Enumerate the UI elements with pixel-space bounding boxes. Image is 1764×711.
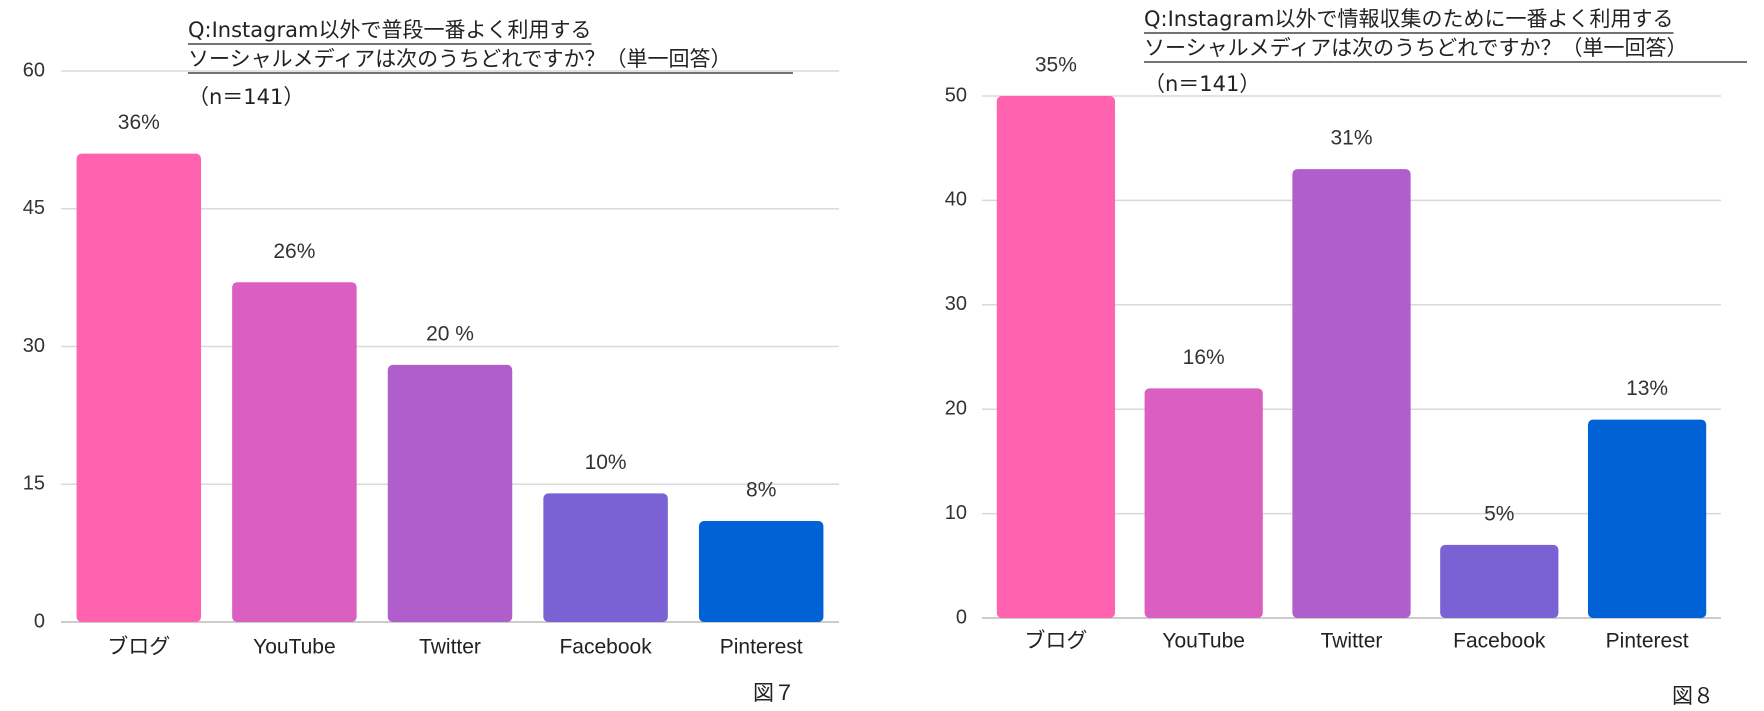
y-tick-label: 20 [945, 397, 967, 419]
bar [1440, 544, 1559, 618]
y-tick-label: 50 [945, 84, 967, 106]
chart-subtitle: （n＝141） [1144, 72, 1260, 96]
y-tick-label: 0 [34, 610, 45, 632]
data-label: 35% [1035, 54, 1077, 77]
y-tick-label: 40 [945, 189, 967, 211]
bar [698, 520, 824, 622]
x-tick-label: ブログ [1024, 630, 1087, 653]
chart-subtitle: （n＝141） [188, 85, 304, 109]
x-tick-label: Facebook [1453, 630, 1546, 653]
x-tick-label: Pinterest [720, 636, 803, 659]
x-tick-label: YouTube [253, 636, 336, 659]
bar [1292, 169, 1411, 618]
x-tick-label: ブログ [107, 636, 170, 659]
y-tick-label: 0 [956, 606, 967, 628]
y-tick-label: 60 [23, 59, 45, 81]
data-label: 16% [1183, 346, 1225, 369]
bar [1587, 419, 1707, 618]
data-label: 26% [273, 240, 315, 263]
data-label: 20 % [426, 322, 474, 345]
x-tick-label: Twitter [419, 636, 481, 659]
data-label: 8% [746, 479, 776, 502]
chart-title: Q:Instagram以外で情報収集のために一番よく利用する [1144, 7, 1673, 31]
bar [387, 364, 513, 622]
y-tick-label: 10 [945, 502, 967, 524]
x-tick-label: Facebook [559, 636, 652, 659]
data-label: 31% [1330, 127, 1372, 150]
x-tick-label: YouTube [1162, 630, 1245, 653]
figure-caption: 図８ [1672, 684, 1714, 708]
bar [76, 153, 202, 622]
bar [543, 493, 668, 622]
data-label: 36% [118, 111, 160, 134]
data-label: 5% [1484, 502, 1514, 525]
y-tick-label: 45 [23, 197, 45, 219]
x-tick-label: Twitter [1321, 630, 1383, 653]
x-tick-label: Pinterest [1606, 630, 1689, 653]
y-tick-label: 30 [23, 335, 45, 357]
chart-title: ソーシャルメディアは次のうちどれですか？（単一回答） [188, 47, 731, 71]
data-label: 13% [1626, 377, 1668, 400]
bar [1144, 388, 1263, 618]
bar [232, 282, 357, 622]
bar [996, 96, 1116, 618]
figure-caption: 図７ [753, 681, 795, 705]
chart-title: ソーシャルメディアは次のうちどれですか？（単一回答） [1144, 36, 1687, 60]
chart-title: Q:Instagram以外で普段一番よく利用する [188, 18, 591, 42]
y-tick-label: 15 [23, 473, 45, 495]
y-tick-label: 30 [945, 293, 967, 315]
data-label: 10% [585, 451, 627, 474]
